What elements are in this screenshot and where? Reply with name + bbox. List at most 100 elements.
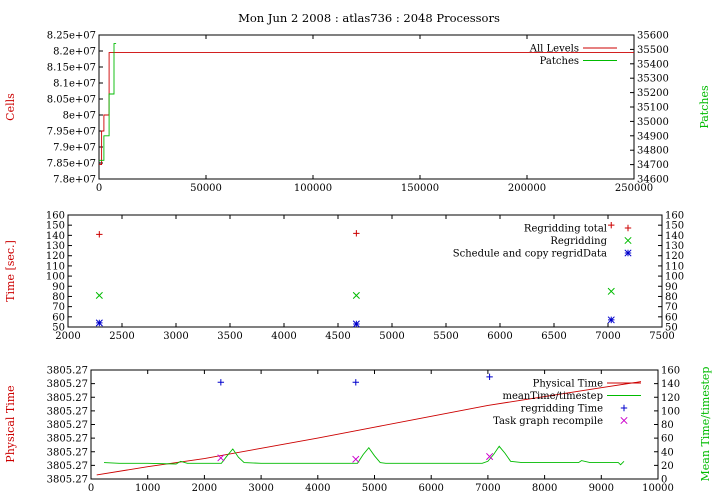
y2-tick-label: 120: [665, 251, 684, 262]
y2-tick-label: 34700: [637, 160, 669, 171]
series-regridding-total-point: [608, 221, 615, 229]
y2-tick-label: 35100: [637, 103, 669, 114]
x-tick-label: 5000: [379, 331, 404, 342]
y2-tick-label: 80: [665, 292, 678, 303]
series-schedule-and-copy-regriddata-point: [95, 319, 103, 327]
y2-tick-label: 160: [665, 211, 684, 222]
y-tick-label: 7.9e+07: [53, 143, 96, 154]
series-schedule-and-copy-regriddata-point: [607, 316, 615, 324]
x-tick-label: 6000: [487, 331, 512, 342]
y-tick-label: 3805.27: [47, 393, 88, 404]
x-tick-label: 3500: [217, 331, 242, 342]
legend-label: Physical Time: [533, 379, 603, 390]
y2-tick-label: 70: [665, 302, 678, 313]
legend-marker: [624, 249, 632, 257]
y-tick-label: 100: [46, 272, 65, 283]
legend-label: Patches: [540, 56, 579, 67]
plot-frame: [67, 214, 663, 328]
legend-marker: [624, 236, 632, 245]
x-tick-label: 5500: [433, 331, 458, 342]
y-tick-label: 150: [46, 221, 65, 232]
chart-title: Mon Jun 2 2008 : atlas736 : 2048 Process…: [238, 11, 500, 25]
y2-tick-label: 60: [661, 434, 674, 445]
y2-tick-label: 130: [665, 241, 684, 252]
x-tick-label: 7000: [475, 483, 500, 494]
bottom-panel-physical-time: 0 1000 2000 3000 4000 5000 6000 7000 8000 9000 100…: [4, 366, 712, 495]
y-tick-label: 3805.27: [47, 447, 88, 458]
y-tick-label: 120: [46, 251, 65, 262]
y-tick-label: 7.85e+07: [47, 159, 96, 170]
y-tick-label: 50: [52, 323, 65, 334]
y-tick-label: 8.1e+07: [53, 79, 96, 90]
legend-label: Regridding total: [524, 224, 607, 235]
y-tick-label: 8.2e+07: [53, 47, 96, 58]
x-tick-label: 4500: [325, 331, 350, 342]
series-schedule-and-copy-regriddata-point: [352, 320, 360, 328]
y-tick-label: 90: [52, 282, 65, 293]
y-tick-label: 3805.27: [47, 366, 88, 377]
y2-tick-label: 35500: [637, 45, 669, 56]
legend-marker: [620, 416, 628, 425]
y-tick-label: 3805.27: [47, 475, 88, 486]
legend-marker: [620, 404, 628, 412]
legend-label: All Levels: [529, 44, 579, 55]
x-tick-label: 2500: [109, 331, 134, 342]
legend-label: Task graph recompile: [493, 416, 603, 427]
x-tick-label: 4000: [305, 483, 330, 494]
y2-tick-label: 35400: [637, 59, 669, 70]
middle-panel-regrid-times: 2000 2500 3000 3500 4000 4500 5000 5500 6000 6500…: [4, 211, 684, 343]
x-tick-label: 150000: [401, 183, 439, 194]
x-tick-label: 5000: [362, 483, 387, 494]
x-tick-label: 50000: [190, 183, 222, 194]
y2-tick-label: 0: [661, 475, 667, 486]
x-tick-label: 6500: [541, 331, 566, 342]
y2-tick-label: 34900: [637, 131, 669, 142]
series-regridding-point: [95, 291, 103, 299]
x-tick-label: 0: [96, 183, 102, 194]
x-tick-label: 200000: [508, 183, 546, 194]
y-axis-label: Cells: [4, 93, 17, 121]
y-tick-label: 7.8e+07: [53, 175, 96, 186]
y2-tick-label: 80: [661, 420, 674, 431]
legend-label: Schedule and copy regridData: [453, 249, 607, 260]
y2-tick-label: 34800: [637, 146, 669, 157]
y-tick-label: 3805.27: [47, 434, 88, 445]
y2-tick-label: 150: [665, 221, 684, 232]
y-tick-label: 3805.27: [47, 379, 88, 390]
series-task-graph-recompile-point: [352, 455, 360, 463]
legend-label: meanTime/timestep: [502, 391, 603, 402]
legend-marker: [624, 224, 632, 232]
x-tick-label: 3000: [163, 331, 188, 342]
series-regridding-time-point: [352, 379, 359, 386]
series-regridding-point: [607, 287, 615, 295]
y2-tick-label: 160: [661, 366, 680, 377]
x-tick-label: 7000: [595, 331, 620, 342]
y2-tick-label: 40: [661, 447, 674, 458]
y-tick-label: 160: [46, 211, 65, 222]
y2-tick-label: 90: [665, 282, 678, 293]
x-tick-label: 2000: [192, 483, 217, 494]
y2-tick-label: 35300: [637, 74, 669, 85]
y2-tick-label: 35600: [637, 31, 669, 42]
y-tick-label: 8.15e+07: [47, 63, 96, 74]
y-tick-label: 130: [46, 241, 65, 252]
y-axis-label: Time [sec.]: [4, 240, 17, 302]
series-physical-time-line: [96, 381, 642, 476]
y2-tick-label: 100: [665, 272, 684, 283]
y-tick-label: 8e+07: [63, 111, 96, 122]
y2-tick-label: 20: [661, 461, 674, 472]
series-regridding-total-point: [353, 230, 360, 237]
y2-tick-label: 60: [665, 312, 678, 323]
legend-label: Regridding: [550, 236, 607, 247]
x-tick-label: 0: [88, 483, 94, 494]
series-patches-line: [99, 43, 117, 161]
x-tick-label: 10000: [642, 483, 674, 494]
series-regridding-point: [352, 291, 360, 299]
y2-tick-label: 140: [665, 231, 684, 242]
y-tick-label: 110: [46, 261, 65, 272]
y-axis-label: Physical Time: [4, 385, 17, 462]
y-tick-label: 70: [52, 302, 65, 313]
x-tick-label: 8000: [532, 483, 557, 494]
x-tick-label: 3000: [248, 483, 273, 494]
